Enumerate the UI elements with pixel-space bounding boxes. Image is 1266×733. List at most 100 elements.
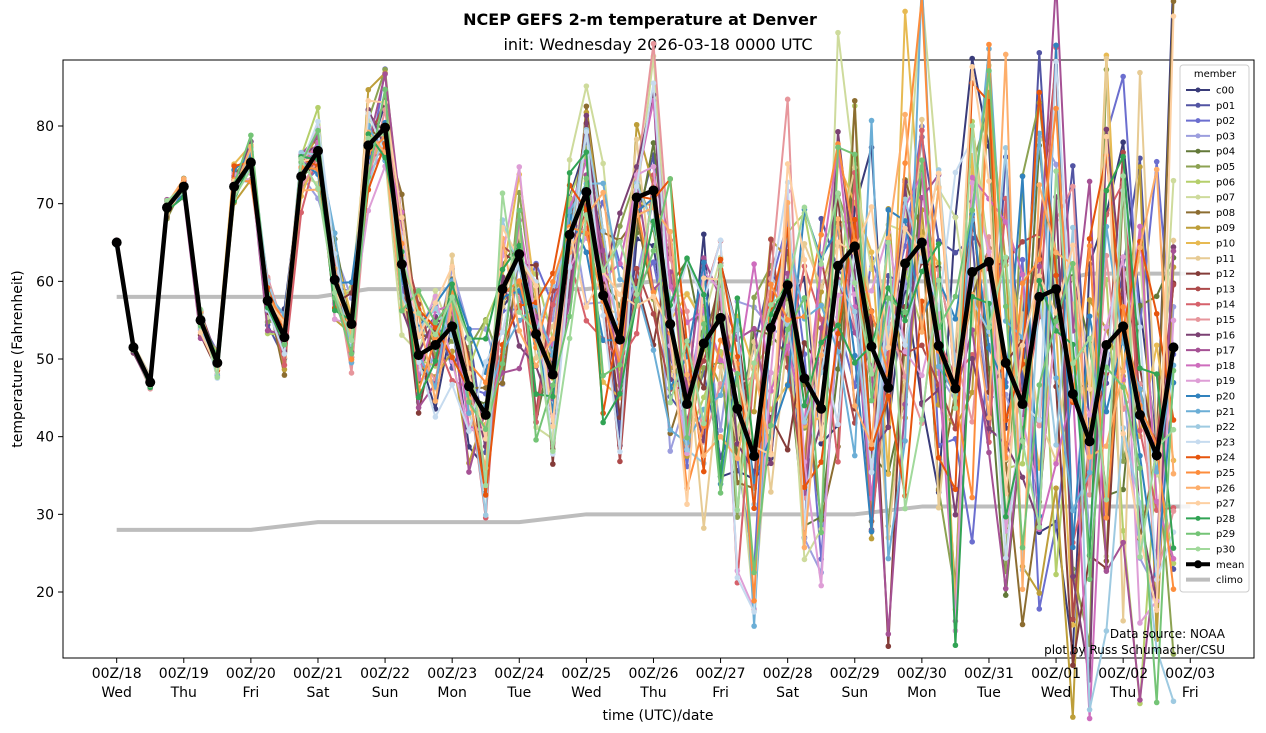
member-point-p06 [1019,460,1026,467]
legend-entry: p11 [1186,254,1235,265]
member-point-p07 [399,332,405,338]
x-tick-day-label: Thu [1109,685,1136,701]
member-point-p17 [885,631,892,637]
member-point-p03 [667,448,674,454]
member-point-p30 [1137,554,1143,560]
member-point-p21 [851,452,858,459]
member-point-p18 [751,261,757,267]
mean-point [145,377,156,388]
member-point-p20 [885,207,892,213]
legend-entry: p23 [1186,437,1235,448]
member-point-p25 [550,279,556,285]
member-point-p26 [851,403,858,409]
mean-layer [111,122,1179,462]
member-point-p25 [768,281,774,288]
member-point-p24 [1036,89,1043,96]
member-point-p25 [650,289,657,295]
member-point-p06 [1120,527,1126,534]
member-point-p23 [1002,555,1009,561]
member-point-p17 [1002,585,1009,592]
member-point-p23 [633,183,640,190]
member-point-p23 [466,428,472,434]
legend-entry: p02 [1186,116,1235,127]
legend-label: p14 [1216,300,1235,311]
member-point-p14 [919,127,925,134]
member-point-p12 [700,385,707,391]
member-point-p26 [700,452,707,459]
member-point-p19 [1086,412,1093,418]
member-point-p21 [331,230,338,236]
member-point-p13 [650,311,657,317]
legend-label: p25 [1216,468,1235,479]
member-point-p21 [1070,507,1076,514]
member-point-p17 [1137,697,1143,703]
member-point-p18 [1002,219,1009,225]
member-point-p29 [248,132,254,139]
member-point-p23 [432,414,439,420]
legend-marker [1195,301,1201,307]
legend-entry: p09 [1186,223,1235,234]
member-point-p12 [415,410,422,416]
member-point-p13 [919,342,925,349]
member-point-p02 [1019,256,1026,263]
member-point-p28 [617,390,623,397]
member-point-p28 [1120,153,1126,160]
member-point-p25 [1053,105,1059,112]
member-point-p09 [281,366,288,373]
member-point-p18 [1137,223,1143,230]
member-point-p25 [1036,256,1043,263]
member-point-p19 [331,316,338,323]
mean-point [614,334,625,345]
member-point-p20 [1070,544,1076,551]
member-point-p18 [617,260,623,267]
legend: member c00 p01 p02 p03 p04 p05 p06 p07 p08 p09 p10… [1179,64,1250,593]
mean-point [447,321,458,332]
member-point-p19 [868,288,875,294]
climo-upper-line [116,271,1191,299]
y-tick-label: 60 [36,274,54,290]
legend-entry: p04 [1186,147,1235,158]
mean-point [346,319,357,330]
legend-entry: p19 [1186,376,1235,387]
member-point-p27 [1103,133,1110,140]
mean-point [849,241,860,252]
member-point-p22 [801,419,808,425]
member-point-p05 [751,294,757,301]
member-point-p25 [1019,280,1026,287]
x-tick-day-label: Sat [776,685,799,701]
legend-label: p19 [1216,376,1235,387]
mean-point [1151,450,1162,461]
member-point-p09 [751,408,757,415]
mean-point [547,369,558,380]
member-point-p01 [1036,49,1043,56]
member-point-p21 [466,410,472,416]
member-point-p27 [365,98,372,104]
mean-point [1051,284,1062,295]
member-point-p29 [1153,699,1160,706]
member-point-p29 [667,176,674,182]
member-point-p14 [449,377,455,384]
member-point-p27 [449,263,455,270]
member-point-p18 [1153,498,1160,505]
member-point-p18 [969,174,975,181]
legend-entry: p22 [1186,422,1235,433]
x-tick-day-label: Tue [976,685,1001,701]
member-point-p27 [818,435,825,442]
member-point-p23 [482,359,489,365]
member-point-p13 [1019,239,1026,245]
member-point-p24 [1170,417,1177,423]
member-point-p24 [1153,310,1160,317]
member-point-p25 [1170,586,1177,592]
member-point-p26 [835,216,841,222]
member-point-p15 [784,96,791,103]
legend-label: p12 [1216,269,1235,280]
member-point-p10 [684,291,690,298]
member-point-p29 [952,293,959,300]
member-point-p28 [1137,365,1143,372]
member-point-p22 [734,326,741,333]
member-point-p29 [600,372,606,379]
member-point-p15 [1036,422,1043,429]
member-point-p07 [600,160,606,167]
member-point-p30 [952,405,959,411]
legend-entry: p29 [1186,529,1235,540]
